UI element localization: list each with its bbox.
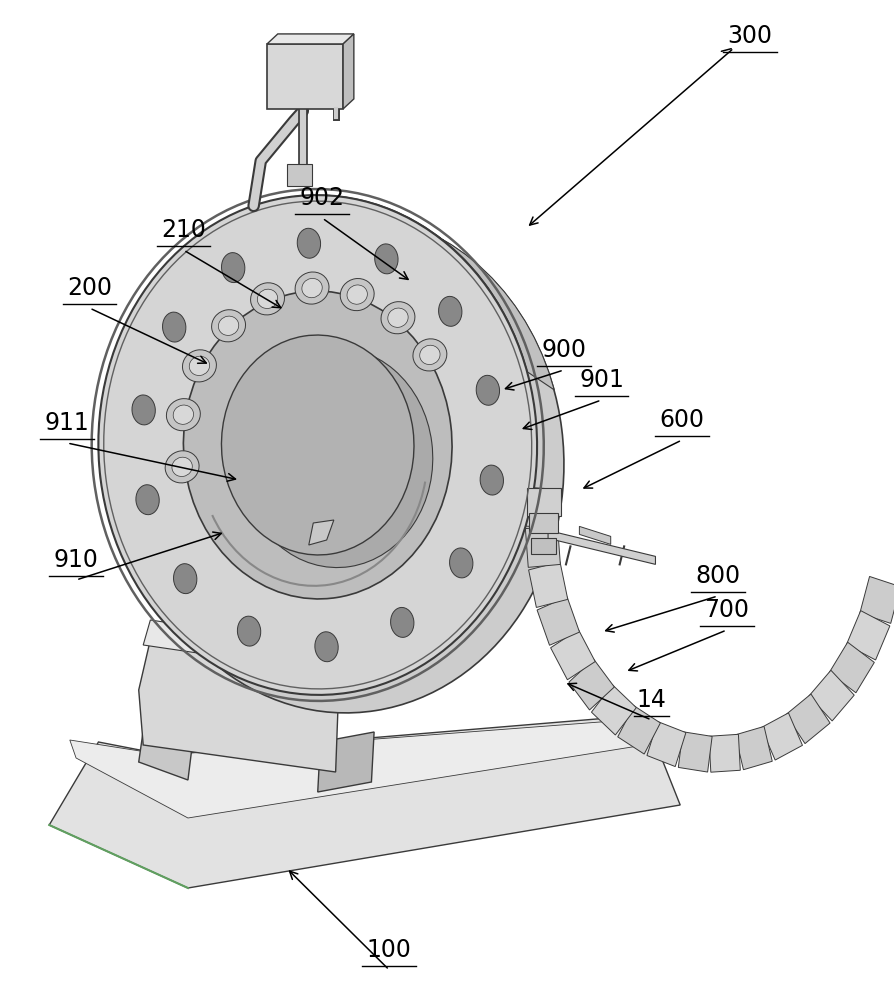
Text: 210: 210 (161, 218, 206, 242)
Ellipse shape (390, 607, 413, 637)
Polygon shape (342, 34, 353, 109)
Polygon shape (308, 520, 333, 545)
Text: 200: 200 (67, 276, 112, 300)
Bar (266, 44, 342, 109)
Polygon shape (550, 630, 595, 680)
Ellipse shape (98, 195, 536, 695)
Polygon shape (139, 612, 340, 772)
Polygon shape (143, 620, 335, 672)
Polygon shape (139, 705, 195, 780)
Ellipse shape (189, 356, 209, 376)
Text: 600: 600 (659, 408, 704, 432)
Ellipse shape (210, 309, 478, 617)
Ellipse shape (173, 405, 193, 424)
Bar (286, 164, 311, 186)
Ellipse shape (381, 302, 415, 334)
Ellipse shape (172, 457, 192, 476)
Polygon shape (591, 685, 636, 735)
Ellipse shape (315, 632, 338, 662)
Ellipse shape (340, 279, 374, 311)
Text: 900: 900 (541, 338, 586, 362)
Polygon shape (829, 642, 873, 693)
Ellipse shape (163, 312, 186, 342)
Text: 700: 700 (704, 598, 748, 622)
Polygon shape (846, 611, 889, 660)
Ellipse shape (476, 375, 499, 405)
Polygon shape (678, 732, 712, 772)
Ellipse shape (237, 616, 260, 646)
Ellipse shape (211, 310, 245, 342)
Polygon shape (528, 562, 567, 607)
Ellipse shape (240, 348, 433, 568)
Text: 902: 902 (299, 186, 344, 210)
Bar (526, 488, 560, 516)
Ellipse shape (449, 548, 472, 578)
Text: 911: 911 (45, 411, 89, 435)
Ellipse shape (183, 291, 451, 599)
Ellipse shape (387, 308, 408, 327)
Ellipse shape (347, 285, 367, 304)
Ellipse shape (222, 253, 245, 283)
Ellipse shape (218, 316, 239, 335)
Ellipse shape (412, 339, 446, 371)
Polygon shape (98, 195, 553, 498)
Ellipse shape (250, 283, 284, 315)
Polygon shape (317, 732, 374, 792)
Polygon shape (859, 576, 894, 623)
Ellipse shape (375, 244, 398, 274)
Polygon shape (808, 670, 853, 721)
Text: 800: 800 (695, 564, 739, 588)
Polygon shape (569, 659, 613, 710)
Ellipse shape (479, 465, 503, 495)
Text: 300: 300 (727, 24, 772, 48)
Ellipse shape (301, 278, 322, 298)
Polygon shape (785, 694, 829, 744)
Polygon shape (536, 597, 578, 645)
Ellipse shape (166, 399, 200, 431)
Bar (530, 538, 555, 554)
Polygon shape (547, 530, 654, 564)
Polygon shape (49, 715, 679, 888)
Bar (528, 513, 557, 533)
Ellipse shape (438, 296, 461, 326)
Ellipse shape (173, 564, 197, 594)
Ellipse shape (125, 213, 563, 713)
Ellipse shape (182, 350, 216, 382)
Text: 14: 14 (636, 688, 666, 712)
Polygon shape (646, 722, 685, 767)
Ellipse shape (221, 335, 414, 555)
Text: 901: 901 (578, 368, 623, 392)
Polygon shape (70, 720, 644, 818)
Ellipse shape (419, 345, 440, 365)
Text: 910: 910 (54, 548, 98, 572)
Ellipse shape (165, 451, 198, 483)
Polygon shape (578, 526, 610, 544)
Ellipse shape (297, 228, 320, 258)
Polygon shape (735, 726, 772, 770)
Text: 100: 100 (367, 938, 411, 962)
Polygon shape (525, 487, 559, 528)
Polygon shape (525, 526, 560, 567)
Ellipse shape (295, 272, 329, 304)
Ellipse shape (136, 485, 159, 515)
Ellipse shape (257, 289, 277, 308)
Polygon shape (617, 706, 660, 754)
Polygon shape (708, 734, 739, 772)
Polygon shape (760, 713, 802, 760)
Polygon shape (266, 34, 353, 44)
Ellipse shape (131, 395, 156, 425)
